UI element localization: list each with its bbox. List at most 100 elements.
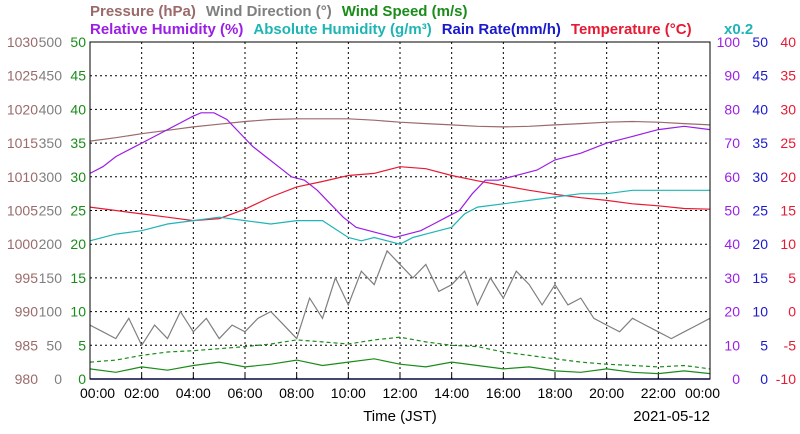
legend-title-3: Temperature (°C) [571,21,692,38]
x-tick-label: 20:00 [589,385,624,401]
y-tick-left-pressure: 985 [15,337,39,353]
y-tick-right-temperature: 25 [780,135,796,151]
y-tick-right-relative-humidity: 30 [724,270,740,286]
y-tick-left-wind-direction: 400 [39,101,63,117]
y-tick-left-wind-speed: 35 [70,135,86,151]
y-tick-right-temperature: 40 [780,34,796,50]
y-tick-right-temperature: 30 [780,101,796,117]
y-tick-left-pressure: 1000 [7,236,38,252]
y-tick-left-pressure: 1025 [7,68,38,84]
legend-title-1: Absolute Humidity (g/m³) [253,21,431,38]
y-tick-right-temperature: 35 [780,68,796,84]
date-label: 2021-05-12 [633,408,710,425]
y-tick-right-relative-humidity: 40 [724,236,740,252]
y-tick-right-rain-rate: 35 [752,135,768,151]
y-tick-right-rain-rate: 0 [760,371,768,387]
y-tick-right-rain-rate: 5 [760,337,768,353]
y-tick-left-wind-speed: 25 [70,203,86,219]
y-tick-right-temperature: 20 [780,169,796,185]
legend-title-0: Relative Humidity (%) [90,21,243,38]
y-tick-right-rain-rate: 40 [752,101,768,117]
y-tick-left-pressure: 1015 [7,135,38,151]
y-tick-left-pressure: 1010 [7,169,38,185]
x-tick-label: 08:00 [279,385,314,401]
legend-title-0: Pressure (hPa) [90,3,196,20]
y-tick-right-temperature: -10 [776,371,796,387]
y-tick-right-temperature: 5 [788,270,796,286]
series-line-relative-humidity [89,112,711,239]
y-tick-right-relative-humidity: 10 [724,337,740,353]
series-line-absolute-humidity-g-m [89,189,710,245]
x-tick-label: 14:00 [434,385,469,401]
y-tick-left-wind-speed: 20 [70,236,86,252]
y-tick-left-wind-direction: 300 [39,169,63,185]
y-tick-left-pressure: 990 [15,304,39,320]
x-axis: 00:00 02:00 04:00 06:00 08:00 10:00 12:00 14:00… [80,374,720,401]
y-tick-right-rain-rate: 15 [752,270,768,286]
x-tick-label: 06:00 [227,385,262,401]
y-tick-right-temperature: 0 [788,304,796,320]
x-tick-label: 16:00 [486,385,521,401]
x-tick-label: 02:00 [124,385,159,401]
y-tick-right-relative-humidity: 50 [724,203,740,219]
y-tick-right-relative-humidity: 60 [724,169,740,185]
x-tick-label: 18:00 [537,385,572,401]
y-tick-right-rain-rate: 50 [752,34,768,50]
y-tick-left-pressure: 995 [15,270,39,286]
y-tick-left-pressure: 1030 [7,34,38,50]
y-tick-left-pressure: 1020 [7,101,38,117]
y-tick-right-temperature: -5 [784,337,797,353]
y-tick-right-rain-rate: 20 [752,236,768,252]
legend-title-1: Wind Direction (°) [206,3,332,20]
y-tick-right-relative-humidity: 90 [724,68,740,84]
y-tick-right-relative-humidity: 70 [724,135,740,151]
series-line-wind-direction [89,249,711,347]
series-line-wind-speed-m-s [89,358,711,375]
y-tick-left-wind-speed: 10 [70,304,86,320]
y-tick-right-relative-humidity: 80 [724,101,740,117]
y-tick-left-wind-direction: 150 [39,270,63,286]
y-tick-left-wind-direction: 350 [39,135,63,151]
right-corner-note: x0.2 [724,21,753,38]
y-tick-left-wind-speed: 5 [78,337,86,353]
right-axes: 0102030405060708090100051015202530354045… [717,34,797,387]
legend-title-2: Wind Speed (m/s) [342,3,468,20]
legend-title-2: Rain Rate(mm/h) [442,21,561,38]
y-tick-left-pressure: 1005 [7,203,38,219]
y-tick-left-wind-speed: 45 [70,68,86,84]
y-tick-right-rain-rate: 45 [752,68,768,84]
y-tick-right-rain-rate: 30 [752,169,768,185]
y-tick-right-relative-humidity: 20 [724,304,740,320]
left-axes: 9809859909951000100510101015102010251030… [7,34,86,387]
y-tick-left-wind-direction: 250 [39,203,63,219]
y-tick-left-wind-speed: 15 [70,270,86,286]
y-tick-left-wind-direction: 0 [54,371,62,387]
y-tick-right-temperature: 10 [780,236,796,252]
x-tick-label: 00:00 [685,385,720,401]
chart-title-row-2: Relative Humidity (%) Absolute Humidity (… [90,21,692,38]
grid-lines [90,42,710,379]
y-tick-right-rain-rate: 25 [752,203,768,219]
y-tick-left-pressure: 980 [15,371,39,387]
series-line-wind-speed-gust [89,336,711,370]
x-tick-label: 00:00 [80,385,115,401]
y-tick-left-wind-direction: 450 [39,68,63,84]
x-tick-label: 10:00 [331,385,366,401]
y-tick-right-relative-humidity: 100 [717,34,741,50]
x-tick-label: 04:00 [176,385,211,401]
y-tick-left-wind-direction: 50 [46,337,62,353]
x-tick-label: 22:00 [641,385,676,401]
y-tick-left-wind-speed: 30 [70,169,86,185]
x-axis-label: Time (JST) [363,408,437,425]
y-tick-left-wind-speed: 50 [70,34,86,50]
chart-title-row-1: Pressure (hPa) Wind Direction (°) Wind Spe… [90,3,467,20]
y-tick-left-wind-direction: 500 [39,34,63,50]
y-tick-left-wind-direction: 100 [39,304,63,320]
y-tick-right-relative-humidity: 0 [732,371,740,387]
series-line-pressure-hpa [89,118,711,142]
y-tick-left-wind-speed: 40 [70,101,86,117]
y-tick-right-rain-rate: 10 [752,304,768,320]
x-tick-label: 12:00 [382,385,417,401]
y-tick-right-temperature: 15 [780,203,796,219]
